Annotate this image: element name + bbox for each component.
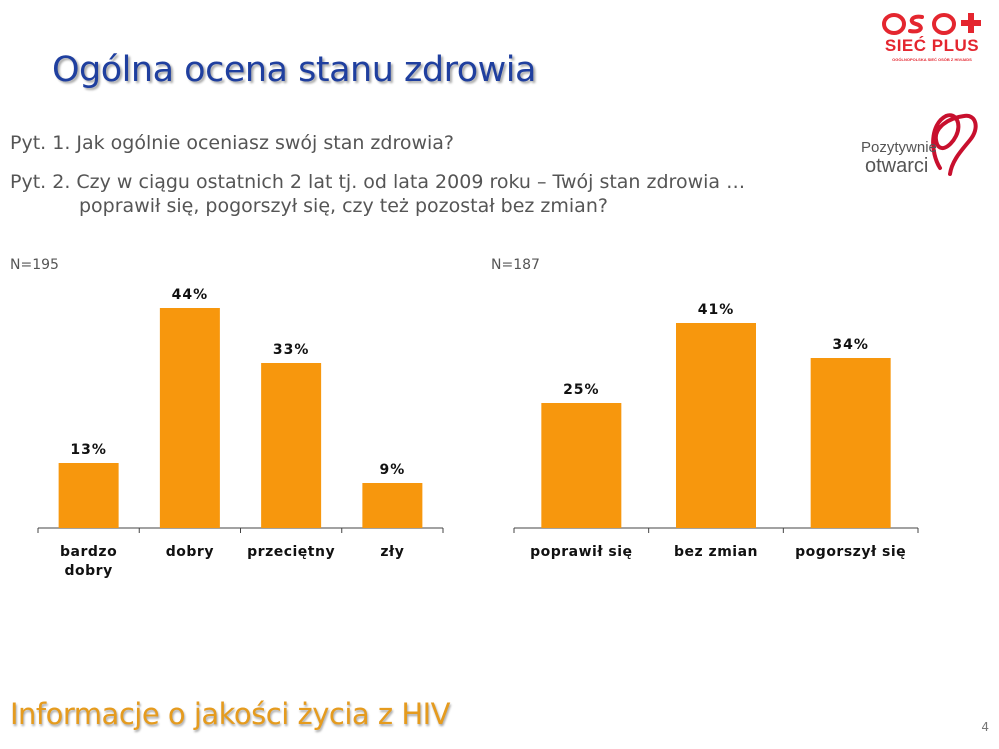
bar <box>261 363 322 528</box>
footer-title: Informacje o jakości życia z HIV <box>10 697 451 731</box>
question-2-line-2: poprawił się, pogorszył się, czy też poz… <box>79 195 608 217</box>
bar <box>676 323 756 528</box>
bar-value-label: 41% <box>698 302 735 318</box>
siec-plus-text: SIEĆ PLUS <box>884 36 980 55</box>
bar-value-label: 34% <box>832 337 869 353</box>
bar-value-label: 33% <box>273 342 310 358</box>
page-number: 4 <box>981 720 989 734</box>
question-2-line-1: Pyt. 2. Czy w ciągu ostatnich 2 lat tj. … <box>10 171 746 193</box>
category-label: dobry <box>166 544 214 560</box>
bar <box>362 483 423 528</box>
siec-plus-logo <box>882 13 981 35</box>
sample-size-left: N=195 <box>10 257 59 273</box>
pozytywnie-text: Pozytywnie <box>861 139 937 156</box>
question-2: Pyt. 2. Czy w ciągu ostatnich 2 lat tj. … <box>10 170 745 218</box>
category-label: bez zmian <box>674 544 758 560</box>
question-1: Pyt. 1. Jak ogólnie oceniasz swój stan z… <box>10 132 455 154</box>
siec-plus-subtitle: OGÓLNOPOLSKA SIEĆ OSÓB Z HIV/AIDS <box>892 57 972 62</box>
category-label: dobry <box>65 563 113 579</box>
category-label: przeciętny <box>247 544 335 560</box>
bar <box>159 308 220 528</box>
category-label: bardzo <box>60 544 117 560</box>
otwarci-text: otwarci <box>865 155 929 177</box>
ribbon-heart-icon <box>931 113 978 176</box>
bar <box>541 403 622 528</box>
bar <box>58 463 119 528</box>
bar-value-label: 25% <box>563 382 600 398</box>
bar-value-label: 44% <box>172 287 209 303</box>
sample-size-right: N=187 <box>491 257 540 273</box>
category-label: poprawił się <box>530 544 632 560</box>
bar-value-label: 9% <box>379 462 405 478</box>
bar <box>810 358 891 528</box>
page-title: Ogólna ocena stanu zdrowia <box>52 50 536 90</box>
category-label: pogorszył się <box>795 544 906 560</box>
category-label: zły <box>380 544 404 560</box>
bar-value-label: 13% <box>70 442 107 458</box>
